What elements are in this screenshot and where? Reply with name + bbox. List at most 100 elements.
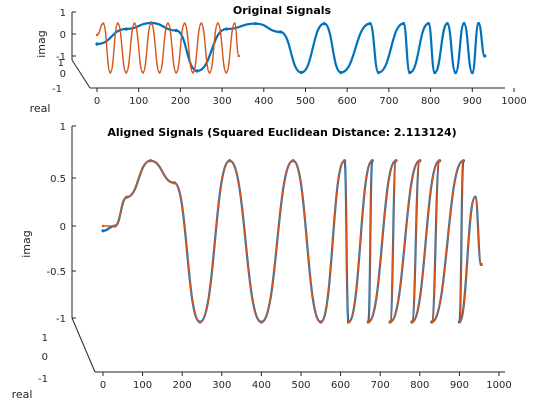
series-1-point bbox=[319, 320, 322, 324]
series-0-point bbox=[299, 70, 303, 75]
series-0-point bbox=[124, 27, 128, 31]
series-0-point bbox=[278, 30, 283, 34]
series-0-point bbox=[322, 22, 326, 26]
series-1-point bbox=[95, 33, 99, 37]
sample-tick-label: 400 bbox=[254, 96, 273, 107]
sample-tick-label: 1000 bbox=[501, 96, 526, 107]
series-0-point bbox=[339, 70, 343, 75]
real-tick-label: 1 bbox=[58, 58, 64, 69]
series-1-point bbox=[125, 196, 128, 199]
sample-tick-label: 100 bbox=[133, 380, 152, 391]
series-1-line bbox=[102, 160, 482, 323]
series-1-point bbox=[216, 22, 220, 25]
series-0-line bbox=[101, 159, 483, 324]
series-1-point bbox=[228, 159, 231, 162]
series-1-point bbox=[125, 71, 128, 74]
series-1-point bbox=[347, 320, 350, 324]
real-tick-label: 0 bbox=[42, 352, 48, 363]
sample-tick-label: 300 bbox=[212, 380, 231, 391]
series-0-point bbox=[477, 22, 481, 26]
series-1-point bbox=[343, 159, 346, 162]
series-1-point bbox=[233, 22, 236, 25]
series-1-point bbox=[113, 224, 117, 228]
imag-tick-label: 0.5 bbox=[50, 174, 66, 185]
series-1-point bbox=[430, 320, 433, 324]
sample-tick-label: 500 bbox=[296, 96, 315, 107]
series-0-point bbox=[401, 22, 406, 26]
series-1-point bbox=[291, 159, 295, 162]
real-tick-label: 0 bbox=[60, 69, 66, 80]
series-1-point bbox=[410, 320, 414, 324]
series-1-point bbox=[225, 71, 228, 74]
sample-tick-label: 900 bbox=[450, 380, 469, 391]
series-1-point bbox=[198, 320, 202, 324]
series-1-point bbox=[116, 22, 120, 25]
sample-tick-label: 500 bbox=[291, 380, 310, 391]
series-1-point bbox=[173, 181, 176, 184]
series-1-point bbox=[158, 71, 161, 74]
sample-tick-label: 200 bbox=[173, 380, 192, 391]
series-1-point bbox=[200, 22, 203, 25]
series-1-point bbox=[175, 71, 178, 74]
series-1-point bbox=[418, 159, 421, 162]
series-1-point bbox=[109, 71, 112, 74]
series-1-point bbox=[101, 224, 105, 228]
sample-tick-label: 800 bbox=[421, 96, 440, 107]
series-0-point bbox=[433, 70, 437, 75]
sample-tick-label: 0 bbox=[100, 380, 106, 391]
y-axis-label: imag bbox=[35, 30, 48, 58]
series-1-point bbox=[458, 320, 461, 324]
series-0-point bbox=[426, 22, 431, 26]
series-1-point bbox=[183, 22, 186, 25]
sample-tick-label: 100 bbox=[129, 96, 148, 107]
sample-tick-label: 900 bbox=[463, 96, 482, 107]
series-1-point bbox=[102, 22, 105, 25]
imag-tick-label: 0 bbox=[60, 222, 66, 233]
sample-tick-label: 600 bbox=[331, 380, 350, 391]
y-axis-label: imag bbox=[20, 230, 33, 258]
series-1-point bbox=[141, 71, 145, 74]
series-0-point bbox=[101, 229, 105, 233]
real-axis-line bbox=[71, 317, 96, 373]
real-axis-line bbox=[71, 59, 91, 89]
series-0-point bbox=[253, 22, 258, 26]
series-0-point bbox=[174, 28, 178, 33]
series-1-point bbox=[149, 159, 152, 162]
real-tick-label: 1 bbox=[42, 333, 48, 344]
series-0-point bbox=[376, 70, 381, 75]
series-1-point bbox=[371, 159, 374, 162]
imag-tick-label: -1 bbox=[56, 314, 66, 325]
series-1-point bbox=[260, 320, 263, 324]
series-1-point bbox=[166, 22, 170, 25]
panel-aligned-signals: Aligned Signals (Squared Euclidean Dista… bbox=[12, 122, 512, 401]
series-1-point bbox=[394, 159, 398, 162]
real-tick-label: -1 bbox=[38, 374, 48, 385]
imag-tick-label: -1 bbox=[56, 52, 66, 63]
sample-tick-label: 0 bbox=[94, 96, 100, 107]
series-0-point bbox=[445, 22, 449, 26]
series-1-point bbox=[133, 22, 136, 25]
sample-tick-label: 600 bbox=[338, 96, 357, 107]
series-0-point bbox=[462, 22, 466, 26]
series-0-point bbox=[470, 70, 474, 75]
series-1-point bbox=[367, 320, 370, 324]
series-1-point bbox=[150, 22, 153, 25]
series-0-point bbox=[454, 70, 458, 75]
sample-tick-label: 1000 bbox=[486, 380, 511, 391]
x-axis-label: real bbox=[12, 388, 33, 401]
sample-tick-label: 700 bbox=[379, 96, 398, 107]
imag-tick-label: 0 bbox=[60, 30, 66, 41]
imag-tick-label: -0.5 bbox=[46, 267, 66, 278]
series-1-point bbox=[237, 54, 240, 58]
series-1-point bbox=[462, 159, 465, 162]
sample-tick-label: 400 bbox=[252, 380, 271, 391]
series-0-point bbox=[368, 22, 372, 26]
chart-title: Aligned Signals (Squared Euclidean Dista… bbox=[107, 126, 456, 139]
imag-tick-label: 1 bbox=[60, 8, 66, 19]
series-1-point bbox=[438, 159, 441, 162]
series-0-point bbox=[195, 69, 199, 73]
series-0-point bbox=[224, 27, 228, 31]
